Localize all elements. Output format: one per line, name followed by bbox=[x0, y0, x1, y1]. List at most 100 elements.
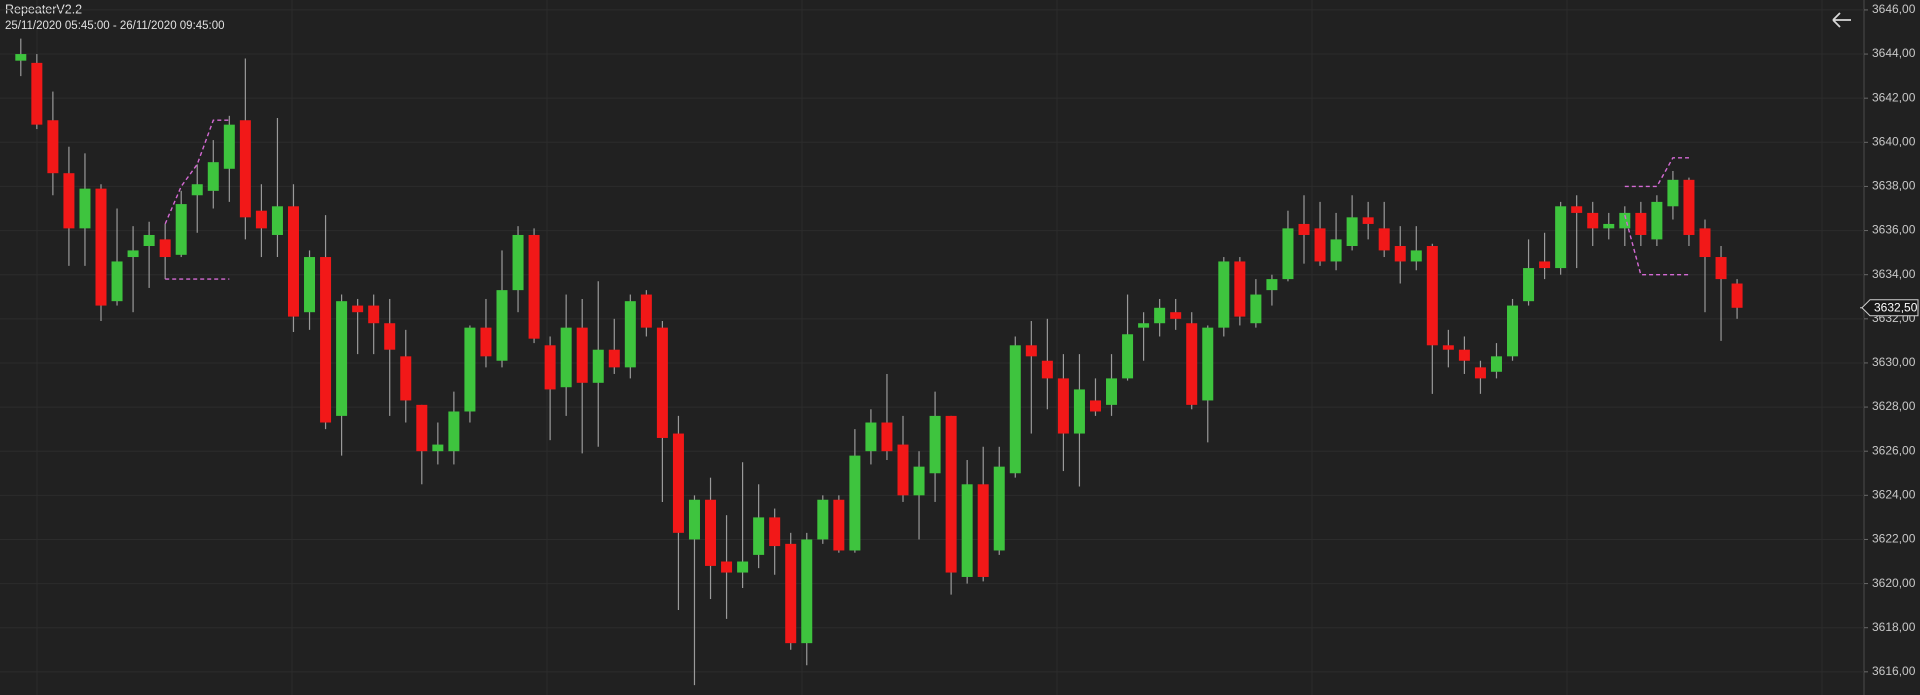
candle-body bbox=[111, 261, 123, 302]
candle-body bbox=[801, 539, 813, 644]
y-tick-label: 3620,00 bbox=[1872, 576, 1916, 590]
y-tick-label: 3616,00 bbox=[1872, 664, 1916, 678]
candle-body bbox=[1603, 223, 1615, 229]
candle-body bbox=[1683, 179, 1695, 235]
candle-body bbox=[191, 184, 203, 196]
back-button[interactable] bbox=[1832, 12, 1851, 28]
candle-body bbox=[945, 415, 957, 573]
pattern-line bbox=[164, 119, 1689, 225]
candle-body bbox=[400, 356, 412, 401]
candle-body bbox=[384, 323, 396, 350]
pattern-line bbox=[165, 214, 1689, 280]
y-tick-label: 3622,00 bbox=[1872, 532, 1916, 546]
candle-body bbox=[1298, 223, 1310, 235]
candle-body bbox=[1362, 217, 1374, 224]
candle-body bbox=[1651, 201, 1663, 240]
candle-body bbox=[961, 484, 973, 577]
chart-title: RepeaterV2.2 bbox=[5, 2, 82, 16]
candle-body bbox=[79, 188, 91, 229]
candle-body bbox=[1667, 179, 1679, 207]
candle-body bbox=[897, 444, 909, 496]
candle-body bbox=[271, 206, 283, 235]
candle-body bbox=[1234, 261, 1246, 317]
candle-body bbox=[1555, 206, 1567, 269]
chart-subtitle: 25/11/2020 05:45:00 - 26/11/2020 09:45:0… bbox=[5, 20, 225, 32]
candle-body bbox=[1266, 279, 1278, 291]
candle-body bbox=[304, 257, 316, 313]
y-tick-label: 3624,00 bbox=[1872, 487, 1916, 501]
candle-body bbox=[1507, 305, 1519, 357]
candle-body bbox=[1218, 261, 1230, 328]
candle-body bbox=[640, 294, 652, 328]
candle-body bbox=[1138, 323, 1150, 328]
candle-body bbox=[560, 327, 572, 388]
candle-body bbox=[63, 173, 75, 229]
candle-body bbox=[1571, 206, 1583, 213]
candle-body bbox=[207, 162, 219, 191]
candle-body bbox=[1635, 212, 1647, 235]
candle-body bbox=[1057, 378, 1069, 434]
candle-body bbox=[368, 305, 380, 324]
candle-body bbox=[1378, 228, 1390, 251]
candle-body bbox=[544, 345, 556, 390]
candle-body bbox=[753, 517, 765, 555]
candle-body bbox=[287, 206, 299, 317]
back-arrow-icon[interactable] bbox=[1832, 12, 1851, 28]
candle-body bbox=[143, 234, 155, 247]
candle-body bbox=[865, 422, 877, 452]
candle-body bbox=[1314, 228, 1326, 262]
candle-body bbox=[1170, 312, 1182, 319]
candle-body bbox=[1587, 212, 1599, 229]
y-tick-label: 3628,00 bbox=[1872, 399, 1916, 413]
y-tick-label: 3626,00 bbox=[1872, 443, 1916, 457]
candle-body bbox=[352, 305, 364, 313]
candle-body bbox=[95, 188, 107, 306]
candle-body bbox=[721, 561, 733, 573]
candle-body bbox=[688, 499, 700, 540]
candle-body bbox=[624, 301, 636, 368]
candle-body bbox=[592, 349, 604, 383]
candle-body bbox=[1009, 345, 1021, 474]
candle-body bbox=[1426, 246, 1438, 346]
candle-body bbox=[239, 120, 251, 218]
candle-body bbox=[159, 239, 171, 258]
candle-body bbox=[1394, 246, 1406, 262]
candle-body bbox=[656, 327, 668, 438]
candle-body bbox=[1731, 283, 1743, 308]
candle-body bbox=[1250, 294, 1262, 324]
last-price-tag bbox=[1861, 299, 1919, 317]
candle-body bbox=[1410, 250, 1422, 262]
candle-body bbox=[1073, 389, 1085, 434]
candle-body bbox=[47, 120, 59, 174]
candle-body bbox=[1330, 239, 1342, 262]
candle-body bbox=[416, 404, 428, 452]
candle-body bbox=[1490, 356, 1502, 372]
candle-body bbox=[1619, 212, 1631, 229]
candle-body bbox=[255, 210, 267, 229]
y-tick-label: 3644,00 bbox=[1872, 46, 1916, 60]
candle-body bbox=[672, 433, 684, 533]
candle-body bbox=[1523, 268, 1535, 302]
candle-body bbox=[769, 517, 781, 547]
candle-body bbox=[576, 327, 588, 383]
candle-body bbox=[1025, 345, 1037, 357]
candle-body bbox=[336, 301, 348, 416]
y-tick-label: 3640,00 bbox=[1872, 134, 1916, 148]
candle-body bbox=[175, 204, 187, 255]
y-tick-label: 3646,00 bbox=[1872, 2, 1916, 16]
candle-body bbox=[320, 257, 332, 423]
candle-body bbox=[1122, 334, 1134, 379]
y-tick-label: 3642,00 bbox=[1872, 90, 1916, 104]
candle-body bbox=[993, 466, 1005, 551]
candle-body bbox=[496, 290, 508, 361]
candle-body bbox=[1458, 349, 1470, 361]
candle-body bbox=[1282, 228, 1294, 280]
candle-body bbox=[977, 484, 989, 577]
candle-body bbox=[1346, 217, 1358, 247]
candle-body bbox=[1715, 257, 1727, 280]
candle-body bbox=[833, 499, 845, 551]
candle-body bbox=[480, 327, 492, 357]
candle-body bbox=[1539, 261, 1551, 269]
